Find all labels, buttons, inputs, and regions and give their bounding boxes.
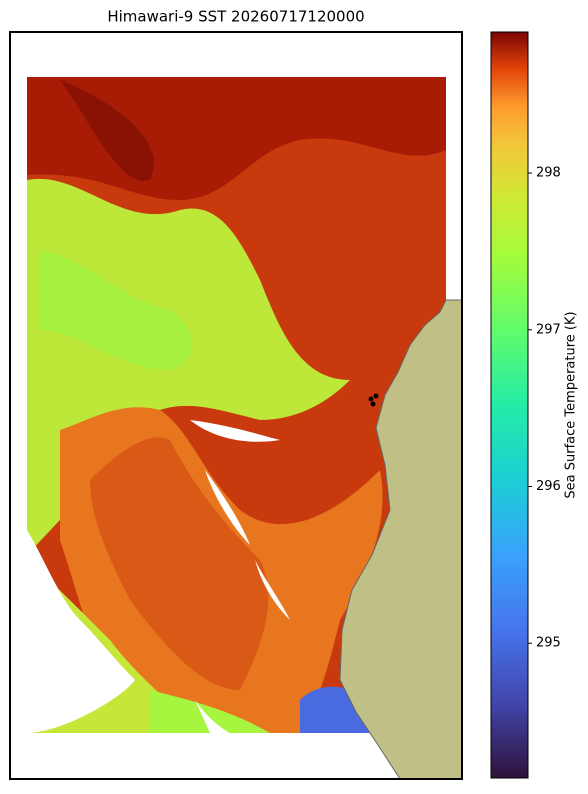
colorbar-tick-label: 298	[536, 166, 561, 181]
colorbar-tick-label: 297	[536, 322, 561, 337]
map	[10, 32, 462, 779]
colorbar-label: Sea Surface Temperature (K)	[564, 311, 579, 498]
colorbar-tick-label: 295	[536, 636, 561, 651]
map-frame	[9, 31, 463, 780]
title: Himawari-9 SST 20260717120000	[107, 8, 364, 26]
colorbar	[490, 31, 529, 779]
colorbar-gradient	[490, 31, 529, 779]
colorbar-tick-label: 296	[536, 479, 561, 494]
